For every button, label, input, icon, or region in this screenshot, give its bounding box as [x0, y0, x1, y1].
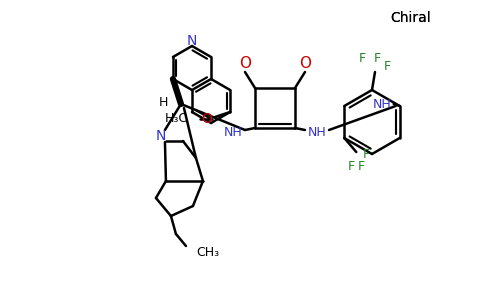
Text: O: O [239, 56, 251, 71]
Text: H₃C: H₃C [165, 112, 188, 125]
Text: F: F [359, 52, 365, 65]
Text: O: O [202, 112, 212, 126]
Text: Chiral: Chiral [390, 11, 431, 25]
Text: F: F [348, 160, 355, 172]
Text: NH: NH [308, 125, 326, 139]
Text: F: F [383, 61, 391, 74]
Text: H: H [158, 95, 167, 109]
Text: F: F [363, 148, 370, 160]
Text: NH: NH [224, 125, 242, 139]
Text: F: F [358, 160, 365, 172]
Text: O: O [299, 56, 311, 71]
Text: N: N [156, 129, 166, 143]
Text: Chiral: Chiral [390, 11, 431, 25]
Text: CH₃: CH₃ [196, 245, 219, 259]
Text: F: F [374, 52, 380, 65]
Text: NH: NH [372, 98, 391, 110]
Text: N: N [187, 34, 197, 48]
